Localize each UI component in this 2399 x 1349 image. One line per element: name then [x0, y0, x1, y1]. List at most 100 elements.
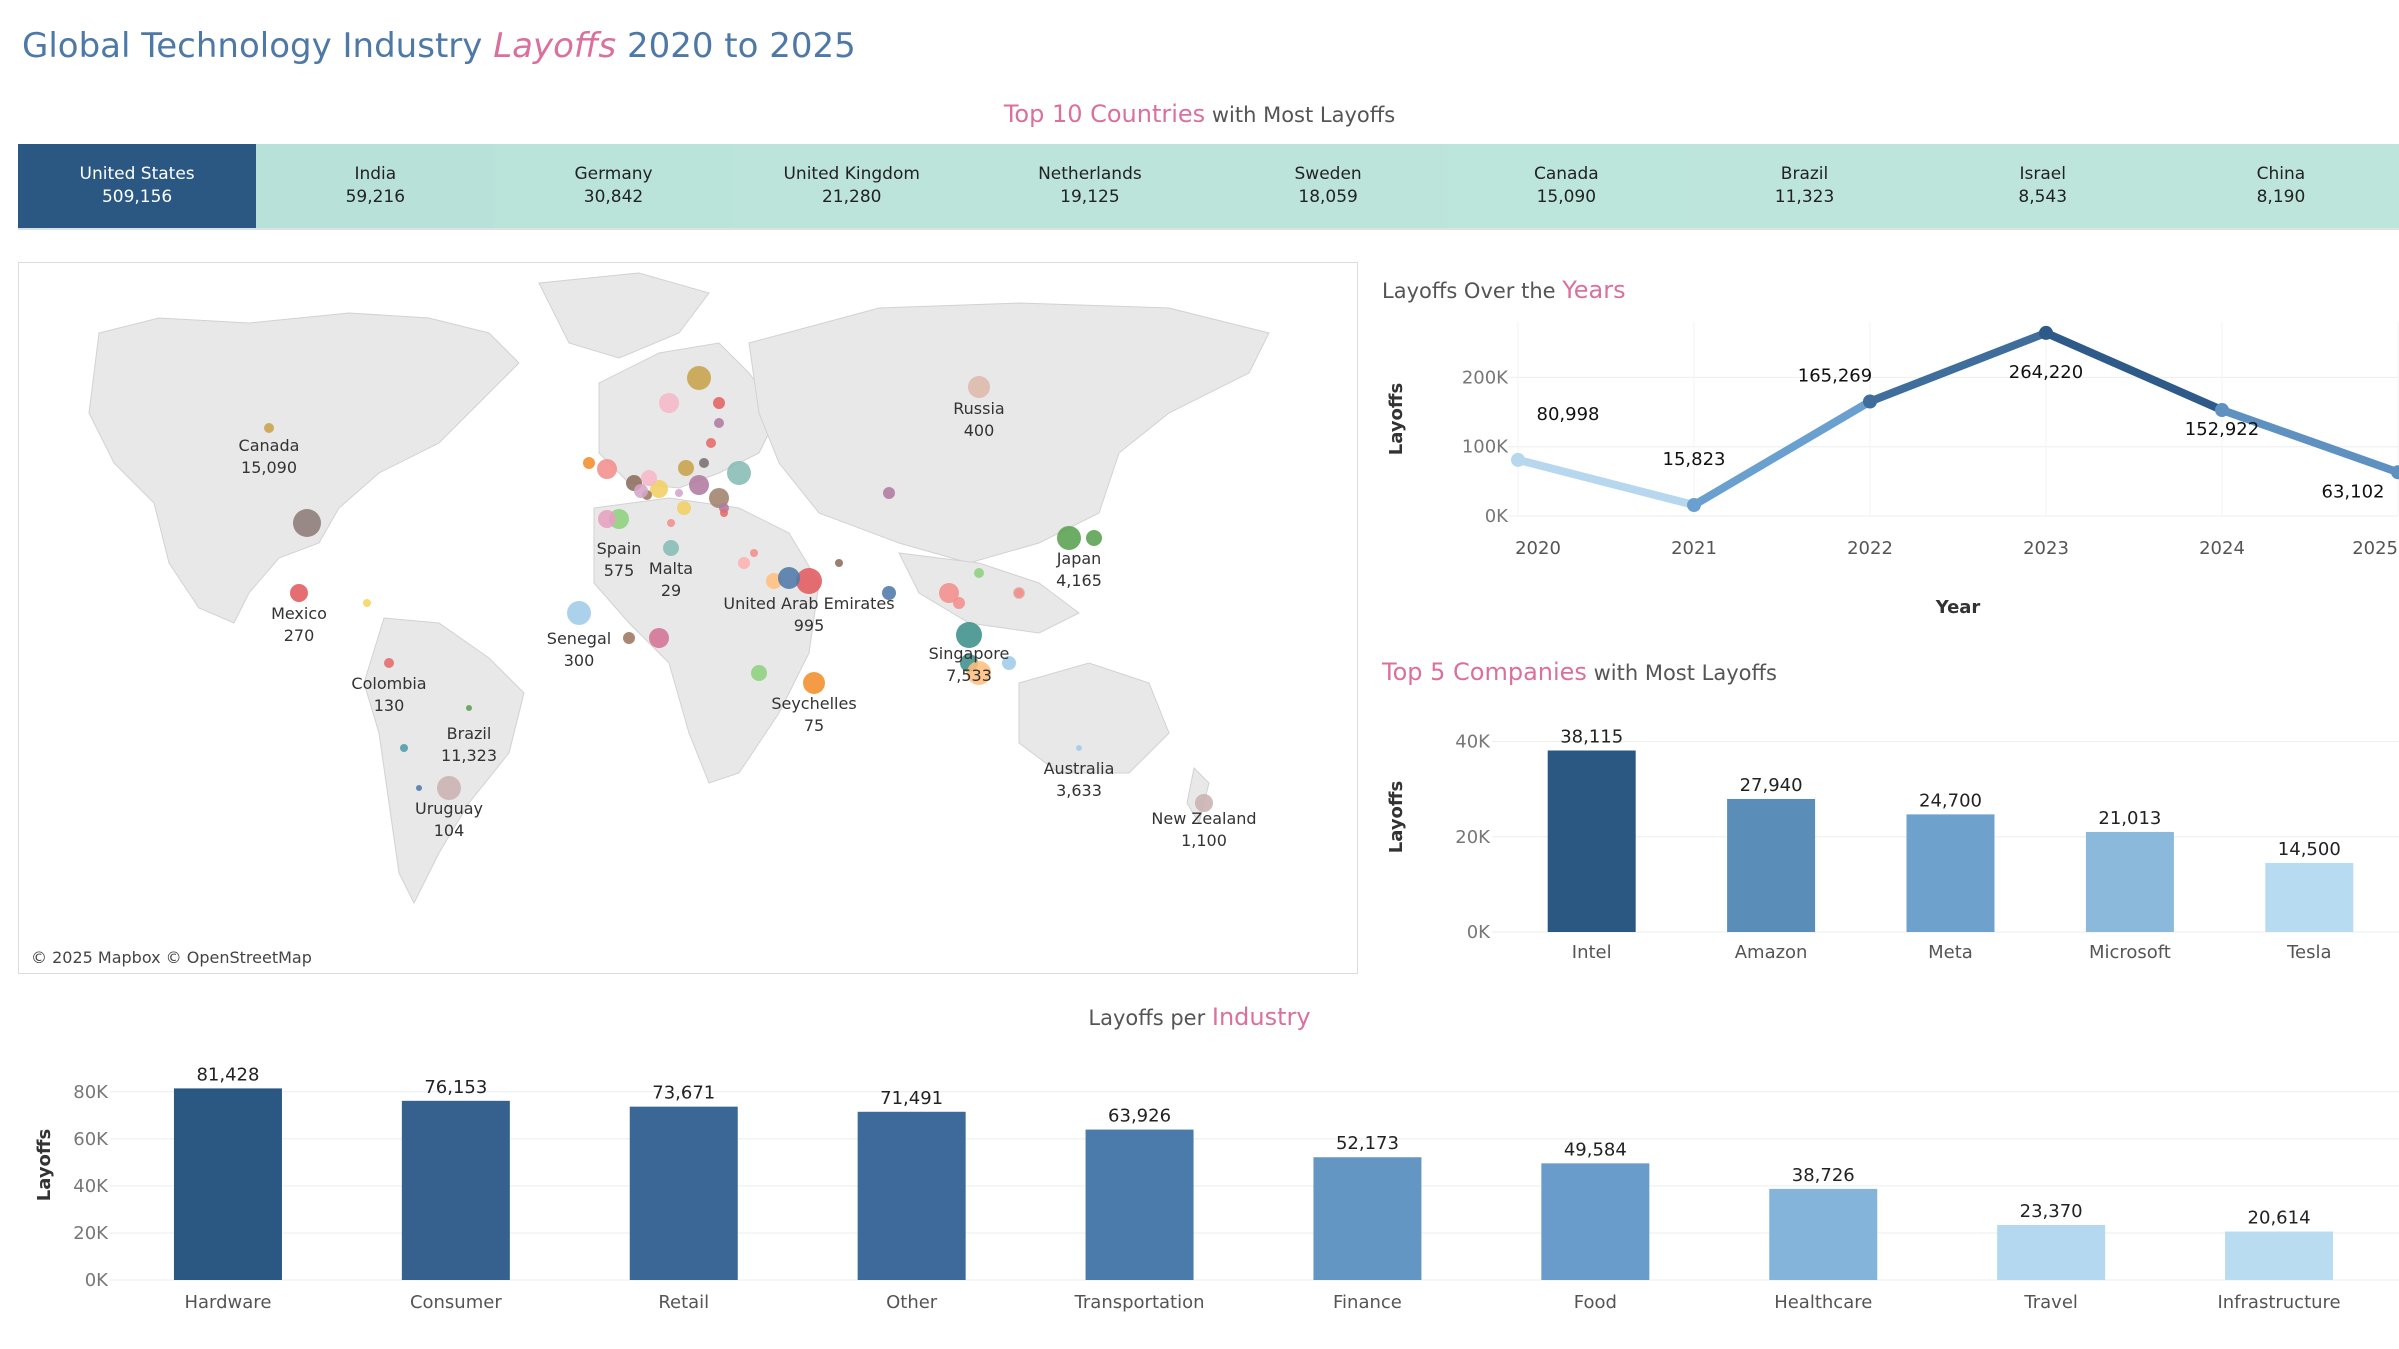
industry-bar-hardware[interactable] [173, 1088, 282, 1280]
years-point-2025[interactable] [2391, 465, 2399, 480]
map-bubble-taiwan[interactable] [1014, 588, 1024, 598]
map-bubble-australia[interactable] [1076, 745, 1082, 751]
map-bubble-senegal[interactable] [567, 601, 591, 625]
map-label-value: 104 [433, 821, 465, 840]
map-bubble-lithuania[interactable] [706, 438, 716, 448]
country-tile-united-states[interactable]: United States 509,156 [18, 144, 257, 228]
map-bubble-new-zealand[interactable] [1195, 794, 1213, 812]
map-bubble-israel[interactable] [750, 549, 758, 557]
company-x-tick: Microsoft [2089, 942, 2171, 963]
map-bubble-vietnam[interactable] [953, 597, 965, 609]
map-bubble-ghana[interactable] [623, 632, 635, 644]
map-bubble-austria-2[interactable] [677, 501, 691, 515]
company-bar-microsoft[interactable] [2085, 831, 2174, 932]
map-bubble-ukraine[interactable] [727, 461, 751, 485]
map-bubble-finland[interactable] [713, 397, 725, 409]
map-bubble-portugal[interactable] [598, 510, 616, 528]
map-bubble-uruguay[interactable] [437, 776, 461, 800]
map-bubble-south-korea[interactable] [1086, 530, 1102, 546]
map-bubble-canada[interactable] [264, 423, 274, 433]
industry-chart[interactable]: 0K 20K 40K 60K 80K 81,428 Hardware 76,153 Consum… [0, 1040, 2399, 1340]
map-bubble-china[interactable] [974, 568, 984, 578]
industry-bar-transportation[interactable] [1085, 1129, 1194, 1280]
company-bar-tesla[interactable] [2265, 862, 2354, 932]
country-tile-brazil[interactable]: Brazil 11,323 [1685, 144, 1924, 228]
map-bubble-netherlands[interactable] [641, 470, 657, 486]
map-bubble-singapore[interactable] [956, 622, 982, 648]
map-bubble-uk[interactable] [597, 459, 617, 479]
years-point-2022[interactable] [1863, 394, 1877, 409]
map-bubble-germany[interactable] [650, 480, 668, 498]
company-bar-amazon[interactable] [1727, 798, 1816, 932]
industry-bar-infrastructure[interactable] [2225, 1231, 2334, 1280]
industry-bar-food[interactable] [1541, 1163, 1650, 1280]
map-bubble-egypt[interactable] [738, 557, 750, 569]
map-bubble-romania[interactable] [720, 509, 728, 517]
industry-bar-retail[interactable] [629, 1106, 738, 1280]
company-bar-intel[interactable] [1547, 750, 1636, 933]
country-strip: United States 509,156 India 59,216 Germany 30… [18, 144, 2399, 230]
industry-bar-finance[interactable] [1313, 1157, 1422, 1280]
years-point-2024[interactable] [2215, 403, 2229, 418]
map-bubble-uae[interactable] [796, 568, 822, 594]
map-bubble-philippines[interactable] [1002, 656, 1016, 670]
company-x-tick: Intel [1572, 942, 1612, 963]
map-bubble-chile[interactable] [416, 785, 422, 791]
map-bubble-iran[interactable] [778, 567, 800, 589]
map-bubble-estonia[interactable] [714, 418, 724, 428]
country-tile-china[interactable]: China 8,190 [2161, 144, 2399, 228]
industry-bar-healthcare[interactable] [1769, 1188, 1878, 1280]
map-bubble-caribbean[interactable] [363, 599, 371, 607]
world-map[interactable]: Canada 15,090 Mexico 270 Colombia 130 Brazil 11… [18, 262, 1358, 974]
layoffs-by-year-chart[interactable]: 0K 100K 200K 80,998 15,823 165,269 264,220 152,… [1382, 312, 2399, 634]
years-line-segment [2042, 328, 2226, 415]
map-bubble-argentina[interactable] [400, 744, 408, 752]
map-bubble-japan[interactable] [1057, 526, 1081, 550]
years-point-2020[interactable] [1511, 452, 1525, 467]
map-bubble-united-states[interactable] [293, 509, 321, 537]
map-bubble-nigeria[interactable] [649, 628, 669, 648]
map-bubble-belarus[interactable] [699, 458, 709, 468]
map-bubble-russia[interactable] [968, 376, 990, 398]
map-bubble-italy[interactable] [667, 519, 675, 527]
map-bubble-colombia[interactable] [384, 658, 394, 668]
industry-bar-other[interactable] [857, 1111, 966, 1280]
industry-bar-travel[interactable] [1997, 1225, 2106, 1280]
map-bubble-kazhakstan[interactable] [883, 487, 895, 499]
country-tile-united-kingdom[interactable]: United Kingdom 21,280 [732, 144, 971, 228]
map-bubble-saudi[interactable] [766, 573, 782, 589]
map-bubble-kenya[interactable] [751, 665, 767, 681]
map-credit[interactable]: © 2025 Mapbox © OpenStreetMap [31, 948, 312, 967]
years-point-2023[interactable] [2039, 325, 2053, 340]
map-bubble-indonesia[interactable] [967, 661, 991, 685]
country-tile-india[interactable]: India 59,216 [256, 144, 495, 228]
map-bubble-brazil[interactable] [466, 705, 472, 711]
industry-bar-consumer[interactable] [401, 1100, 510, 1280]
map-bubble-seychelles[interactable] [803, 672, 825, 694]
country-tile-netherlands[interactable]: Netherlands 19,125 [970, 144, 1210, 228]
map-bubble-norway[interactable] [659, 393, 679, 413]
country-tile-sweden[interactable]: Sweden 18,059 [1209, 144, 1448, 228]
map-bubble-mexico[interactable] [290, 584, 308, 602]
map-bubble-czechia[interactable] [678, 460, 694, 476]
map-bubble-ireland[interactable] [583, 457, 595, 469]
country-tile-israel[interactable]: Israel 8,543 [1923, 144, 2162, 228]
map-bubble-belgium[interactable] [634, 484, 648, 498]
country-tile-germany[interactable]: Germany 30,842 [494, 144, 733, 228]
map-bubble-poland[interactable] [689, 475, 709, 495]
map-bubble-sweden[interactable] [687, 366, 711, 390]
years-point-2021[interactable] [1687, 498, 1701, 513]
industry-bar-label: 49,584 [1564, 1139, 1627, 1160]
map-label-name: Uruguay [415, 799, 483, 818]
map-bubble-india[interactable] [882, 586, 896, 600]
map-label-name: New Zealand [1151, 809, 1257, 828]
map-bubble-pakistan[interactable] [835, 559, 843, 567]
map-bubble-malta[interactable] [663, 540, 679, 556]
top-companies-chart[interactable]: 0K 20K 40K 38,115 Intel 27,940 Amazon 24,700 Met… [1382, 692, 2399, 978]
country-tile-canada[interactable]: Canada 15,090 [1447, 144, 1686, 228]
map-bubble-thailand[interactable] [939, 583, 959, 603]
company-bar-meta[interactable] [1906, 814, 1995, 932]
map-canvas[interactable] [19, 263, 1357, 973]
map-bubble-austria[interactable] [675, 489, 683, 497]
map-label-canada: Canada 15,090 [239, 435, 300, 479]
